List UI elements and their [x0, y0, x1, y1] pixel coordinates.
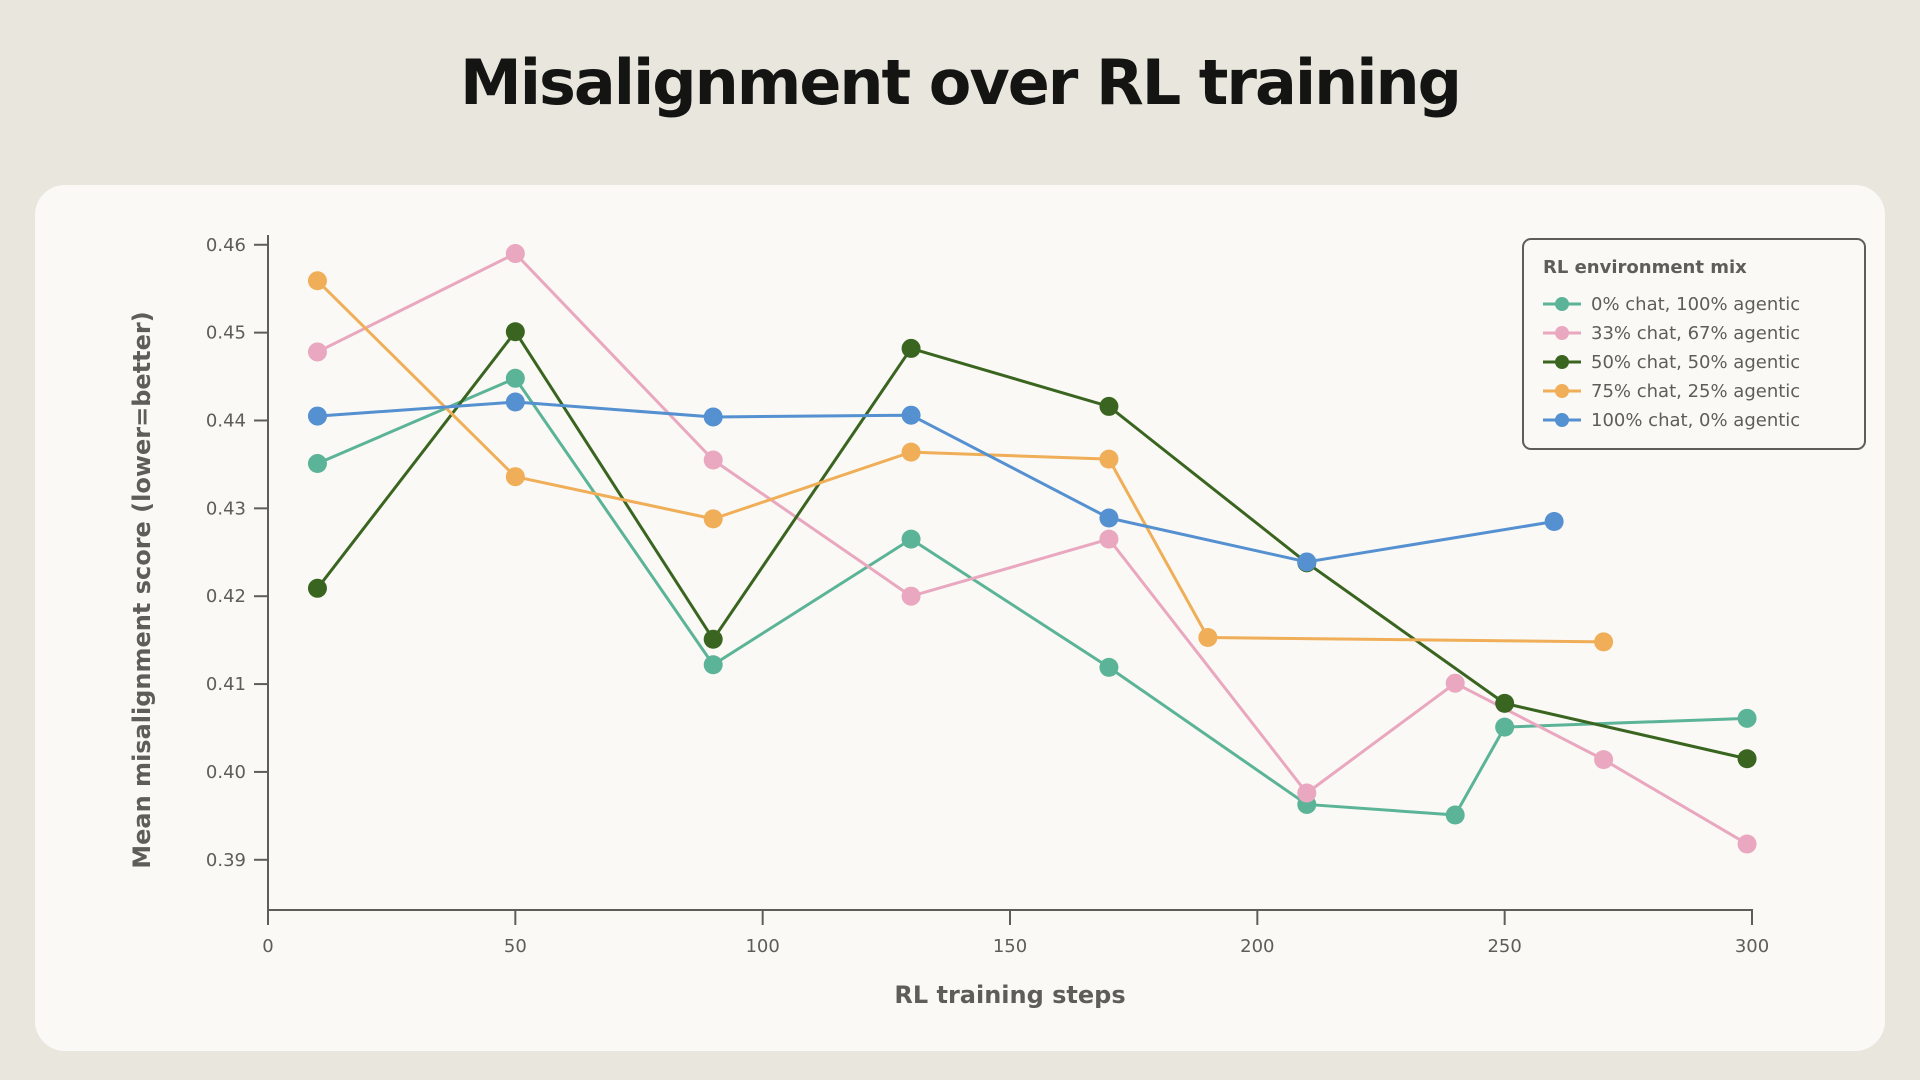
legend-label: 100% chat, 0% agentic: [1591, 410, 1800, 431]
legend: RL environment mix 0% chat, 100% agentic 3…: [1522, 238, 1866, 450]
series-2: [307, 244, 1757, 854]
legend-swatch-marker: [1555, 384, 1569, 398]
chart-card: 0.39 0.40 0.41 0.42 0.43 0.44 0.45 0.46 0 50 100 15…: [35, 185, 1885, 1051]
x-axis-title: RL training steps: [894, 981, 1125, 1009]
data-point: [1297, 552, 1317, 572]
series-4: [307, 271, 1614, 652]
data-point: [1099, 396, 1119, 416]
legend-item-2: 33% chat, 67% agentic: [1543, 323, 1800, 344]
legend-swatch-marker: [1555, 326, 1569, 340]
legend-item-4: 75% chat, 25% agentic: [1543, 381, 1800, 402]
data-point: [1297, 783, 1317, 803]
x-tick-label: 200: [1240, 936, 1274, 957]
data-point: [505, 467, 525, 487]
data-point: [307, 342, 327, 362]
series-line: [315, 400, 1556, 564]
data-point: [901, 405, 921, 425]
data-point: [901, 338, 921, 358]
data-point: [505, 244, 525, 264]
data-point: [1495, 717, 1515, 737]
legend-swatch-marker: [1555, 413, 1569, 427]
data-point: [901, 586, 921, 606]
data-point: [505, 392, 525, 412]
page-title: Misalignment over RL training: [460, 46, 1462, 119]
data-point: [1099, 657, 1119, 677]
data-point: [703, 450, 723, 470]
x-tick-label: 250: [1487, 936, 1521, 957]
y-tick-label: 0.39: [206, 850, 246, 871]
legend-label: 0% chat, 100% agentic: [1591, 294, 1800, 315]
y-tick-label: 0.46: [206, 235, 246, 256]
data-point: [1099, 449, 1119, 469]
data-point: [307, 406, 327, 426]
legend-label: 33% chat, 67% agentic: [1591, 323, 1800, 344]
data-point: [307, 454, 327, 474]
data-point: [703, 407, 723, 427]
data-point: [1594, 750, 1614, 770]
data-point: [1544, 512, 1564, 532]
series-line: [315, 330, 1749, 761]
y-tick-label: 0.41: [206, 674, 246, 695]
legend-item-5: 100% chat, 0% agentic: [1543, 410, 1800, 431]
data-point: [1198, 628, 1218, 648]
data-point: [1737, 708, 1757, 728]
y-tick-label: 0.40: [206, 762, 246, 783]
y-axis-title: Mean misalignment score (lower=better): [128, 311, 156, 868]
y-tick-label: 0.43: [206, 498, 246, 519]
series-group: [307, 244, 1757, 854]
legend-item-3: 50% chat, 50% agentic: [1543, 352, 1800, 373]
legend-label: 50% chat, 50% agentic: [1591, 352, 1800, 373]
x-tick-label: 0: [262, 936, 273, 957]
x-tick-label: 50: [504, 936, 527, 957]
data-point: [505, 368, 525, 388]
data-point: [1495, 693, 1515, 713]
legend-swatch-marker: [1555, 355, 1569, 369]
x-tick-label: 150: [993, 936, 1027, 957]
data-point: [1099, 529, 1119, 549]
data-point: [1099, 508, 1119, 528]
legend-title: RL environment mix: [1543, 257, 1747, 278]
data-point: [703, 509, 723, 529]
series-5: [307, 392, 1564, 572]
y-tick-label: 0.44: [206, 410, 246, 431]
y-tick-label: 0.42: [206, 586, 246, 607]
legend-box: [1522, 238, 1866, 450]
line-chart: 0.39 0.40 0.41 0.42 0.43 0.44 0.45 0.46 0 50 100 15…: [128, 235, 1866, 1009]
legend-label: 75% chat, 25% agentic: [1591, 381, 1800, 402]
legend-item-1: 0% chat, 100% agentic: [1543, 294, 1800, 315]
data-point: [307, 578, 327, 598]
y-tick-label: 0.45: [206, 323, 246, 344]
legend-swatch-marker: [1555, 297, 1569, 311]
series-1: [307, 368, 1757, 825]
data-point: [901, 442, 921, 462]
x-tick-label: 100: [745, 936, 779, 957]
data-point: [307, 271, 327, 291]
data-point: [1594, 632, 1614, 652]
data-point: [505, 322, 525, 342]
data-point: [1737, 834, 1757, 854]
data-point: [703, 655, 723, 675]
x-tick-label: 300: [1735, 936, 1769, 957]
axes: 0.39 0.40 0.41 0.42 0.43 0.44 0.45 0.46 0 50 100 15…: [128, 235, 1769, 1009]
data-point: [901, 529, 921, 549]
data-point: [703, 629, 723, 649]
data-point: [1445, 673, 1465, 693]
data-point: [1737, 749, 1757, 769]
data-point: [1445, 805, 1465, 825]
